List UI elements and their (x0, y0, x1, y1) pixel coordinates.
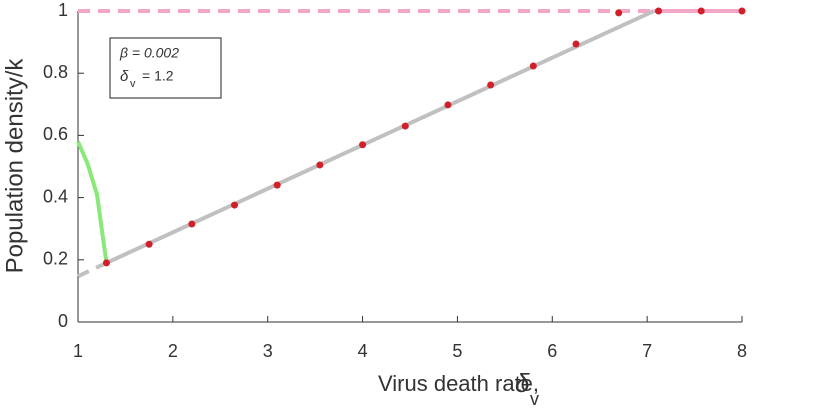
x-tick-label: 8 (737, 341, 747, 361)
x-tick-label: 7 (642, 341, 652, 361)
data-point (529, 62, 537, 70)
x-axis-label: δ (515, 368, 530, 398)
data-point (697, 7, 705, 15)
annotation-box (109, 37, 222, 99)
series-line (105, 9, 655, 265)
series-line (77, 261, 108, 279)
y-tick-label: 0.6 (43, 124, 68, 144)
annotation: δ (120, 68, 129, 85)
data-point (444, 101, 452, 109)
annotation: v (130, 78, 136, 90)
x-tick-label: 4 (358, 341, 368, 361)
y-tick-label: 0.2 (43, 249, 68, 269)
data-point (316, 161, 324, 169)
data-point (655, 7, 663, 15)
data-point (615, 9, 623, 17)
x-tick-label: 5 (452, 341, 462, 361)
x-tick-label: 6 (547, 341, 557, 361)
y-axis-label: Population density/k (1, 58, 28, 274)
y-tick-label: 0.4 (43, 186, 68, 206)
x-axis-label: Virus death rate, (378, 371, 539, 396)
data-point (359, 141, 367, 149)
data-point (102, 259, 110, 267)
x-tick-label: 1 (73, 341, 83, 361)
data-point (487, 81, 495, 89)
annotation: = 1.2 (142, 68, 174, 84)
y-tick-label: 0 (58, 311, 68, 331)
y-tick-label: 1 (58, 0, 68, 20)
data-point (273, 181, 281, 189)
y-tick-label: 0.8 (43, 62, 68, 82)
annotation: β = 0.002 (119, 45, 179, 61)
data-point (145, 240, 153, 248)
data-point (231, 201, 239, 209)
data-point (401, 122, 409, 130)
data-point (738, 7, 746, 15)
x-tick-label: 2 (168, 341, 178, 361)
x-tick-label: 3 (263, 341, 273, 361)
x-axis-label: v (530, 389, 539, 409)
data-point (188, 220, 196, 228)
data-point (572, 40, 580, 48)
series-line (76, 140, 109, 264)
